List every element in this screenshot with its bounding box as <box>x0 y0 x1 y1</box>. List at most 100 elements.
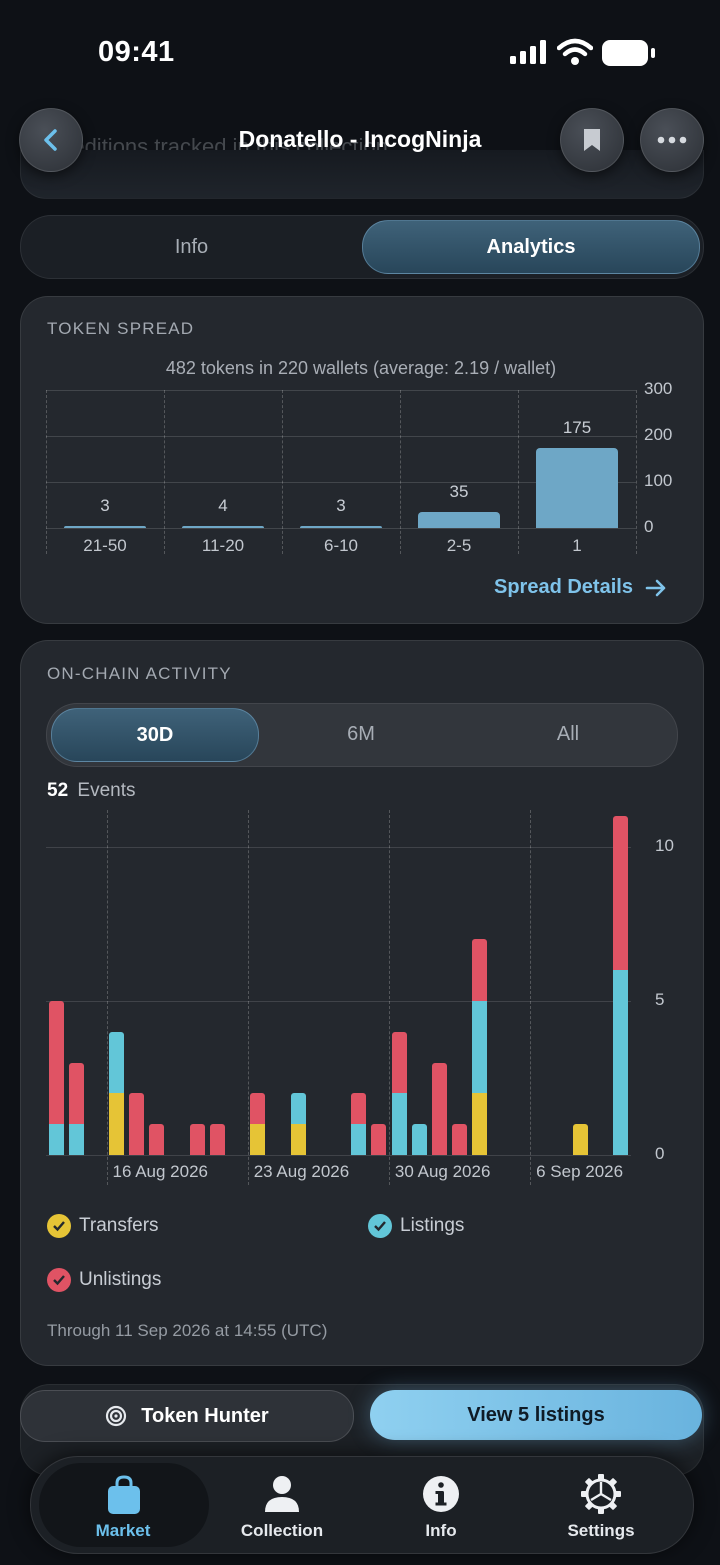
tab-collection[interactable]: Collection <box>207 1457 357 1553</box>
spread-gridline <box>46 482 636 483</box>
info-icon <box>423 1476 459 1512</box>
activity-bar-unlistings <box>189 1124 205 1155</box>
ellipsis-icon <box>657 136 687 144</box>
activity-bar-transfers <box>109 1093 125 1155</box>
spread-category-label: 6-10 <box>323 536 359 555</box>
transfers-check-icon <box>47 1214 71 1238</box>
activity-bar-unlistings <box>431 1062 447 1155</box>
activity-xtick-label: 23 Aug 2026 <box>253 1162 350 1181</box>
bookmark-button[interactable] <box>560 108 624 172</box>
activity-bar-unlistings <box>452 1124 468 1155</box>
activity-bar-unlistings <box>68 1062 84 1125</box>
back-button[interactable] <box>19 108 83 172</box>
legend-listings-label: Listings <box>400 1215 465 1236</box>
spread-value-label: 3 <box>100 496 110 515</box>
spread-bar <box>536 447 618 528</box>
activity-bar-transfers <box>573 1124 589 1155</box>
activity-xtick-label: 6 Sep 2026 <box>536 1162 624 1181</box>
spread-category-label: 1 <box>572 536 582 555</box>
tab-market[interactable]: Market <box>48 1457 198 1553</box>
more-button[interactable] <box>640 108 704 172</box>
legend-listings: Listings <box>368 1214 464 1238</box>
spread-value-label: 4 <box>218 496 228 515</box>
spread-vline <box>400 390 401 554</box>
signal-icon <box>510 40 548 69</box>
spread-ytick-label: 100 <box>644 471 673 490</box>
activity-bar-listings <box>290 1093 306 1125</box>
tab-settings[interactable]: Settings <box>526 1457 676 1553</box>
range-6m[interactable]: 6M <box>347 723 375 745</box>
spread-ytick-label: 200 <box>644 425 673 444</box>
spread-vline <box>282 390 283 554</box>
token-spread-summary: 482 tokens in 220 wallets (average: 2.19… <box>165 358 557 378</box>
spread-vline <box>518 390 519 554</box>
range-30d[interactable]: 30D <box>51 708 259 762</box>
chevron-left-icon <box>44 129 57 151</box>
spread-gridline <box>46 390 636 391</box>
tab-analytics[interactable]: Analytics <box>362 220 700 274</box>
activity-bar-listings <box>68 1124 84 1155</box>
tab-info-nav[interactable]: Info <box>366 1457 516 1553</box>
battery-icon <box>602 40 656 71</box>
unlistings-check-icon <box>47 1268 71 1292</box>
activity-title: ON-CHAIN ACTIVITY <box>47 664 232 683</box>
activity-bar-unlistings <box>250 1093 266 1125</box>
events-summary: 52 Events <box>47 780 136 802</box>
activity-gridline <box>46 1001 631 1002</box>
legend-unlistings: Unlistings <box>47 1268 161 1292</box>
activity-ytick-label: 0 <box>655 1144 665 1163</box>
events-label: Events <box>77 780 136 801</box>
activity-bar-unlistings <box>472 939 488 1001</box>
activity-bar-transfers <box>290 1124 306 1155</box>
legend-transfers: Transfers <box>47 1214 159 1238</box>
status-time: 09:41 <box>98 36 175 68</box>
listings-check-icon <box>368 1214 392 1238</box>
activity-bar-listings <box>472 1001 488 1094</box>
activity-vline <box>388 810 390 1185</box>
tab-market-label: Market <box>95 1521 151 1540</box>
spread-category-label: 2-5 <box>446 536 472 555</box>
activity-gridline <box>46 1155 631 1156</box>
tab-bar: Market Collection Info Settings <box>30 1456 694 1554</box>
activity-bar-unlistings <box>613 816 629 971</box>
activity-bar-listings <box>109 1031 125 1094</box>
view-listings-button[interactable]: View 5 listings <box>370 1390 702 1440</box>
range-all[interactable]: All <box>556 723 580 745</box>
spread-category-label: 21-50 <box>83 536 127 555</box>
activity-xtick-label: 16 Aug 2026 <box>112 1162 208 1181</box>
spread-vline <box>46 390 47 554</box>
spread-value-label: 35 <box>449 481 469 501</box>
activity-bar-unlistings <box>48 1001 64 1125</box>
spread-vline <box>164 390 165 554</box>
activity-bar-listings <box>391 1093 407 1155</box>
spread-ytick-label: 0 <box>644 517 654 536</box>
legend-transfers-label: Transfers <box>79 1215 159 1236</box>
activity-bar-unlistings <box>149 1124 165 1155</box>
activity-bar-transfers <box>472 1093 488 1155</box>
spread-bar <box>64 526 146 528</box>
tab-info[interactable]: Info <box>174 236 209 258</box>
activity-bar-unlistings <box>351 1093 367 1125</box>
activity-bar-unlistings <box>209 1124 225 1155</box>
events-count: 52 <box>47 780 69 801</box>
activity-bar-listings <box>48 1124 64 1155</box>
activity-vline <box>106 810 108 1185</box>
spread-ytick-label: 300 <box>644 379 673 398</box>
token-spread-chart: 300 200 100 0 3 21-50 4 11-20 3 6-10 35 2-5 175 1 <box>46 379 672 560</box>
token-spread-title: TOKEN SPREAD <box>47 319 195 338</box>
shopping-bag-icon <box>108 1475 140 1514</box>
person-icon <box>265 1476 299 1512</box>
activity-xtick-label: 30 Aug 2026 <box>394 1162 491 1181</box>
spread-details-label: Spread Details <box>494 576 633 598</box>
activity-vline <box>530 810 532 1185</box>
activity-bar-listings <box>411 1124 427 1155</box>
spread-value-label: 175 <box>562 417 592 437</box>
spread-details-link[interactable]: Spread Details <box>494 576 667 599</box>
token-hunter-button[interactable]: Token Hunter <box>20 1390 354 1442</box>
token-hunter-label: Token Hunter <box>141 1404 269 1427</box>
gear-icon <box>581 1474 621 1514</box>
tab-collection-label: Collection <box>240 1521 324 1540</box>
page-title: Donatello - IncogNinja <box>238 126 482 152</box>
activity-footnote: Through 11 Sep 2026 at 14:55 (UTC) <box>47 1321 328 1340</box>
activity-bar-unlistings <box>129 1093 145 1155</box>
